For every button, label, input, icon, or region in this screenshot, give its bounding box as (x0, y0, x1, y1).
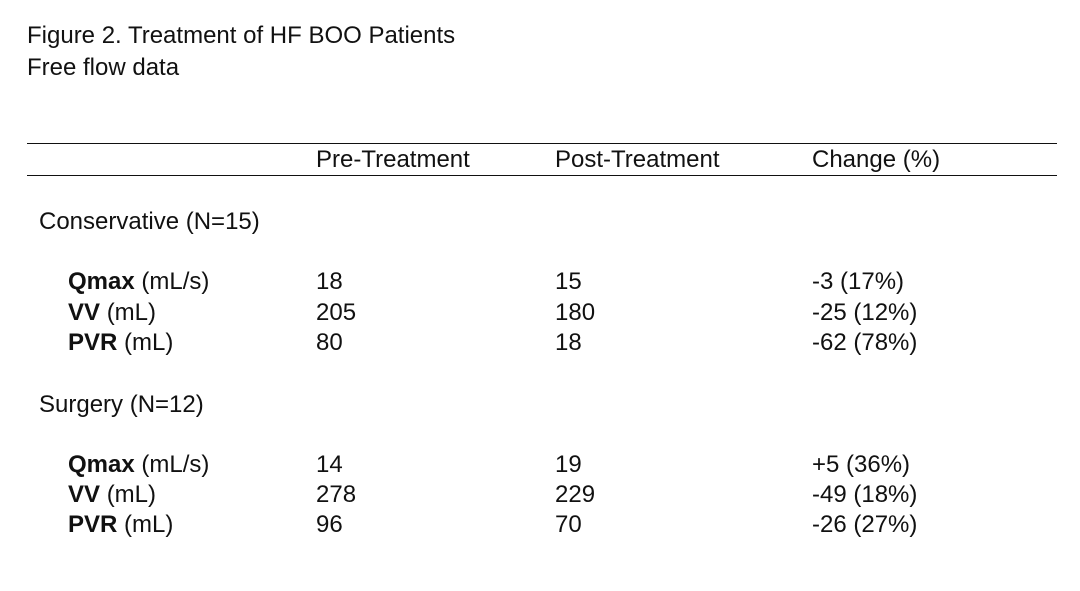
metric-unit: (mL) (124, 329, 174, 356)
metric-name: PVR (68, 511, 118, 538)
figure-subtitle: Free flow data (27, 54, 180, 81)
metric-name: Qmax (68, 451, 135, 478)
column-header-change: Change (%) (812, 146, 941, 173)
metric-name: VV (68, 481, 101, 508)
post-value: 15 (555, 268, 582, 295)
row-label: Qmax (mL/s) (68, 267, 209, 297)
post-value: 180 (555, 299, 596, 326)
post-value: 70 (555, 511, 582, 538)
change-value: -3 (17%) (812, 268, 905, 295)
change-value: -25 (12%) (812, 299, 918, 326)
pre-value: 278 (316, 481, 357, 508)
column-header-pre-treatment: Pre-Treatment (316, 146, 470, 173)
metric-unit: (mL) (106, 481, 157, 508)
metric-unit: (mL/s) (141, 268, 210, 295)
group-label-conservative: Conservative (N=15) (39, 208, 260, 235)
group-label-surgery: Surgery (N=12) (39, 391, 204, 418)
pre-value: 18 (316, 268, 343, 295)
row-label: PVR (mL) (68, 510, 173, 540)
change-value: -49 (18%) (812, 481, 918, 508)
metric-unit: (mL) (124, 511, 174, 538)
metric-unit: (mL/s) (141, 451, 210, 478)
metric-name: VV (68, 299, 101, 326)
post-value: 18 (555, 329, 582, 356)
metric-name: PVR (68, 329, 118, 356)
metric-unit: (mL) (106, 299, 157, 326)
pre-value: 96 (316, 511, 343, 538)
table-top-rule (27, 143, 1057, 144)
post-value: 229 (555, 481, 596, 508)
pre-value: 14 (316, 451, 343, 478)
row-label: PVR (mL) (68, 328, 173, 358)
row-label: Qmax (mL/s) (68, 450, 209, 480)
change-value: -62 (78%) (812, 329, 918, 356)
column-header-post-treatment: Post-Treatment (555, 146, 720, 173)
figure-title: Figure 2. Treatment of HF BOO Patients (27, 22, 456, 49)
table-header-rule (27, 175, 1057, 176)
post-value: 19 (555, 451, 582, 478)
change-value: -26 (27%) (812, 511, 918, 538)
change-value: +5 (36%) (812, 451, 911, 478)
pre-value: 205 (316, 299, 357, 326)
row-label: VV (mL) (68, 298, 156, 328)
metric-name: Qmax (68, 268, 135, 295)
row-label: VV (mL) (68, 480, 156, 510)
pre-value: 80 (316, 329, 343, 356)
